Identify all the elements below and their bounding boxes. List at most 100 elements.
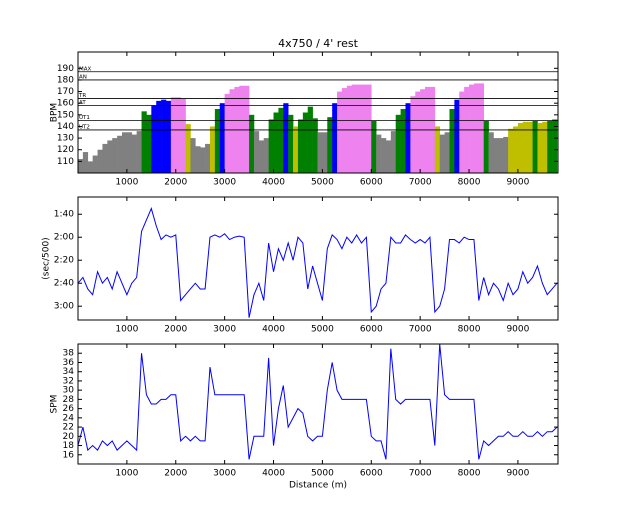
hr-bar [209, 126, 216, 173]
hr-bar [415, 91, 421, 173]
y-tick-label: 32 [63, 376, 74, 386]
hr-bar [263, 138, 269, 173]
y-tick-label: 2:20 [54, 256, 74, 266]
hr-bar [351, 84, 357, 173]
hr-bar [136, 131, 142, 173]
axes-frame [77, 51, 559, 174]
y-tick-label: 150 [57, 110, 74, 120]
hr-bar [146, 114, 152, 173]
plot-area [78, 344, 558, 460]
x-tick-label: 2000 [164, 469, 187, 479]
hr-bar [170, 97, 177, 173]
y-tick-label: 38 [63, 349, 75, 359]
hr-bar [317, 132, 323, 173]
hr-bar [180, 98, 186, 173]
hr-bar [337, 91, 343, 173]
hr-bar [205, 143, 211, 173]
zone-label: AN [79, 74, 87, 80]
y-tick-label: 36 [63, 358, 75, 368]
y-tick-label: 180 [57, 75, 74, 85]
y-tick-label: 130 [57, 134, 74, 144]
y-tick-label: 110 [57, 157, 74, 167]
hr-bar [517, 122, 524, 173]
y-tick-label: 140 [57, 122, 74, 132]
x-tick-label: 5000 [311, 469, 334, 479]
hr-bar [385, 140, 392, 173]
zone-label: UT2 [79, 124, 90, 130]
hr-bar [307, 106, 313, 173]
x-tick-label: 6000 [360, 325, 383, 335]
hr-bar [332, 103, 338, 173]
hr-bar [341, 88, 348, 173]
hr-bar [92, 155, 98, 173]
hr-bar [112, 138, 118, 173]
hr-bar [405, 103, 411, 173]
x-tick-label: 4000 [262, 178, 285, 188]
hr-bar [175, 97, 181, 173]
hr-bar [381, 138, 387, 173]
hr-bar [288, 114, 294, 173]
zone-label: TR [78, 93, 86, 99]
x-tick-label: 3000 [213, 469, 236, 479]
hr-bar [366, 84, 372, 173]
x-tick-label: 7000 [409, 469, 432, 479]
x-tick-label: 8000 [458, 178, 481, 188]
hr-bar [537, 122, 543, 173]
axes-frame [77, 343, 559, 465]
hr-bar [273, 112, 279, 173]
hr-bar [239, 85, 245, 173]
hr-bar [547, 120, 553, 173]
hr-bar [322, 132, 328, 173]
y-tick-label: 1:40 [54, 210, 74, 220]
x-tick-label: 1000 [115, 325, 138, 335]
y-tick-label: 30 [63, 386, 75, 396]
hr-bar [488, 132, 494, 173]
hr-bar [97, 149, 103, 173]
hr-bar [161, 99, 167, 173]
hr-bar [376, 134, 382, 173]
y-tick-label: 3:00 [54, 302, 74, 312]
hr-bar [513, 126, 519, 173]
x-tick-label: 6000 [360, 469, 383, 479]
hr-bar [156, 100, 162, 173]
y-tick-label: 2:00 [54, 233, 74, 243]
hr-bar [395, 114, 401, 173]
hr-bar [249, 114, 255, 173]
hr-bar [297, 119, 304, 173]
hr-bar [219, 103, 225, 173]
hr-bar [121, 132, 128, 173]
hr-bar [312, 118, 318, 173]
x-tick-label: 8000 [458, 469, 481, 479]
hr-bar [346, 85, 353, 173]
hr-bar [258, 140, 265, 173]
hr-bar [107, 140, 113, 173]
y-axis-label: (sec/500) [42, 237, 52, 279]
hr-bar [449, 109, 455, 173]
x-axis-label: Distance (m) [289, 481, 347, 491]
hr-bar [532, 120, 538, 173]
hr-bar [508, 128, 514, 173]
hr-bar [493, 138, 499, 173]
x-tick-label: 1000 [115, 178, 138, 188]
data-line [78, 207, 558, 318]
y-tick-label: 160 [57, 99, 74, 109]
hr-bar [356, 84, 362, 173]
x-tick-label: 3000 [213, 178, 236, 188]
hr-bar [469, 84, 475, 173]
hr-bar [102, 143, 108, 173]
hr-bar [302, 112, 309, 173]
hr-bar [78, 159, 84, 173]
y-tick-label: 20 [63, 432, 75, 442]
x-tick-label: 4000 [262, 469, 285, 479]
hr-bar [293, 126, 299, 173]
zone-label: MAX [79, 66, 92, 72]
y-tick-label: 28 [63, 395, 75, 405]
x-tick-label: 8000 [458, 325, 481, 335]
hr-bar [390, 131, 397, 173]
hr-bar [527, 121, 533, 173]
y-tick-label: 190 [57, 64, 74, 74]
hr-bar [165, 100, 172, 173]
plot-area [78, 83, 558, 173]
x-tick-label: 3000 [213, 325, 236, 335]
x-tick-label: 2000 [164, 325, 187, 335]
